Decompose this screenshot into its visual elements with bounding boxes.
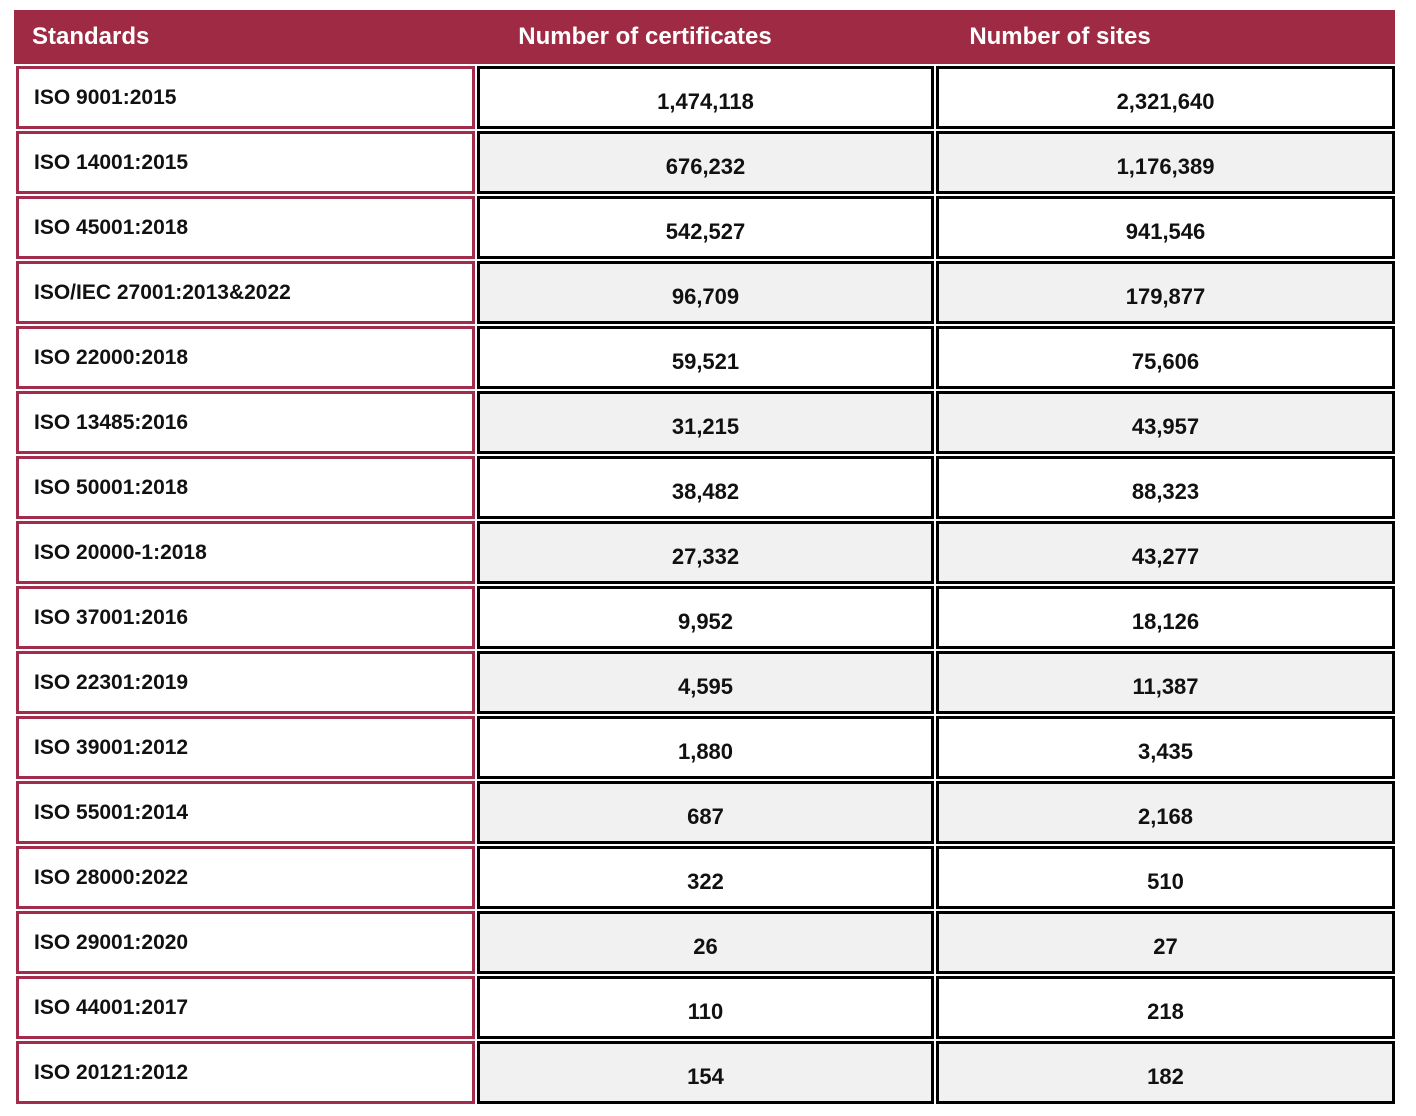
standard-name-cell: ISO 14001:2015 xyxy=(16,131,475,194)
column-header-standards: Standards xyxy=(32,23,150,50)
standard-name-cell: ISO 55001:2014 xyxy=(16,781,475,844)
certificates-count-cell: 687 xyxy=(477,781,934,844)
standard-name-cell: ISO 20121:2012 xyxy=(16,1041,475,1104)
certificates-count-cell: 26 xyxy=(477,911,934,974)
table-header-row: Standards Number of certificates Number … xyxy=(14,10,1395,64)
standard-name-cell: ISO 28000:2022 xyxy=(16,846,475,909)
table-body: ISO 9001:2015 1,474,118 2,321,640 ISO 14… xyxy=(14,64,1397,1106)
certificates-count-cell: 59,521 xyxy=(477,326,934,389)
certificates-count-cell: 27,332 xyxy=(477,521,934,584)
table-row: ISO 22301:2019 4,595 11,387 xyxy=(16,651,1395,714)
table-row: ISO/IEC 27001:2013&2022 96,709 179,877 xyxy=(16,261,1395,324)
table-row: ISO 20000-1:2018 27,332 43,277 xyxy=(16,521,1395,584)
table-row: ISO 28000:2022 322 510 xyxy=(16,846,1395,909)
iso-survey-table: Standards Number of certificates Number … xyxy=(14,10,1395,1106)
standard-name-cell: ISO 9001:2015 xyxy=(16,66,475,129)
standard-name-cell: ISO 39001:2012 xyxy=(16,716,475,779)
certificates-count-cell: 1,880 xyxy=(477,716,934,779)
table-row: ISO 44001:2017 110 218 xyxy=(16,976,1395,1039)
sites-count-cell: 3,435 xyxy=(936,716,1395,779)
table-row: ISO 14001:2015 676,232 1,176,389 xyxy=(16,131,1395,194)
sites-count-cell: 2,168 xyxy=(936,781,1395,844)
standard-name-cell: ISO 22000:2018 xyxy=(16,326,475,389)
table-row: ISO 37001:2016 9,952 18,126 xyxy=(16,586,1395,649)
sites-count-cell: 179,877 xyxy=(936,261,1395,324)
certificates-count-cell: 542,527 xyxy=(477,196,934,259)
sites-count-cell: 43,957 xyxy=(936,391,1395,454)
sites-count-cell: 43,277 xyxy=(936,521,1395,584)
table-row: ISO 39001:2012 1,880 3,435 xyxy=(16,716,1395,779)
table-row: ISO 55001:2014 687 2,168 xyxy=(16,781,1395,844)
column-header-certificates: Number of certificates xyxy=(518,23,772,50)
table-row: ISO 29001:2020 26 27 xyxy=(16,911,1395,974)
table-row: ISO 13485:2016 31,215 43,957 xyxy=(16,391,1395,454)
standard-name-cell: ISO 22301:2019 xyxy=(16,651,475,714)
table-row: ISO 9001:2015 1,474,118 2,321,640 xyxy=(16,66,1395,129)
standard-name-cell: ISO/IEC 27001:2013&2022 xyxy=(16,261,475,324)
sites-count-cell: 182 xyxy=(936,1041,1395,1104)
standard-name-cell: ISO 20000-1:2018 xyxy=(16,521,475,584)
table-row: ISO 45001:2018 542,527 941,546 xyxy=(16,196,1395,259)
standard-name-cell: ISO 44001:2017 xyxy=(16,976,475,1039)
sites-count-cell: 18,126 xyxy=(936,586,1395,649)
table-row: ISO 20121:2012 154 182 xyxy=(16,1041,1395,1104)
table-row: ISO 22000:2018 59,521 75,606 xyxy=(16,326,1395,389)
certificates-count-cell: 1,474,118 xyxy=(477,66,934,129)
standard-name-cell: ISO 13485:2016 xyxy=(16,391,475,454)
certificates-count-cell: 4,595 xyxy=(477,651,934,714)
standard-name-cell: ISO 50001:2018 xyxy=(16,456,475,519)
table-row: ISO 50001:2018 38,482 88,323 xyxy=(16,456,1395,519)
sites-count-cell: 941,546 xyxy=(936,196,1395,259)
standard-name-cell: ISO 29001:2020 xyxy=(16,911,475,974)
certificates-count-cell: 96,709 xyxy=(477,261,934,324)
column-header-sites: Number of sites xyxy=(969,23,1151,50)
standard-name-cell: ISO 37001:2016 xyxy=(16,586,475,649)
sites-count-cell: 2,321,640 xyxy=(936,66,1395,129)
certificates-count-cell: 676,232 xyxy=(477,131,934,194)
certificates-count-cell: 31,215 xyxy=(477,391,934,454)
sites-count-cell: 1,176,389 xyxy=(936,131,1395,194)
sites-count-cell: 218 xyxy=(936,976,1395,1039)
sites-count-cell: 75,606 xyxy=(936,326,1395,389)
standard-name-cell: ISO 45001:2018 xyxy=(16,196,475,259)
certificates-count-cell: 9,952 xyxy=(477,586,934,649)
sites-count-cell: 27 xyxy=(936,911,1395,974)
sites-count-cell: 88,323 xyxy=(936,456,1395,519)
certificates-count-cell: 154 xyxy=(477,1041,934,1104)
sites-count-cell: 510 xyxy=(936,846,1395,909)
sites-count-cell: 11,387 xyxy=(936,651,1395,714)
certificates-count-cell: 322 xyxy=(477,846,934,909)
certificates-count-cell: 110 xyxy=(477,976,934,1039)
certificates-count-cell: 38,482 xyxy=(477,456,934,519)
